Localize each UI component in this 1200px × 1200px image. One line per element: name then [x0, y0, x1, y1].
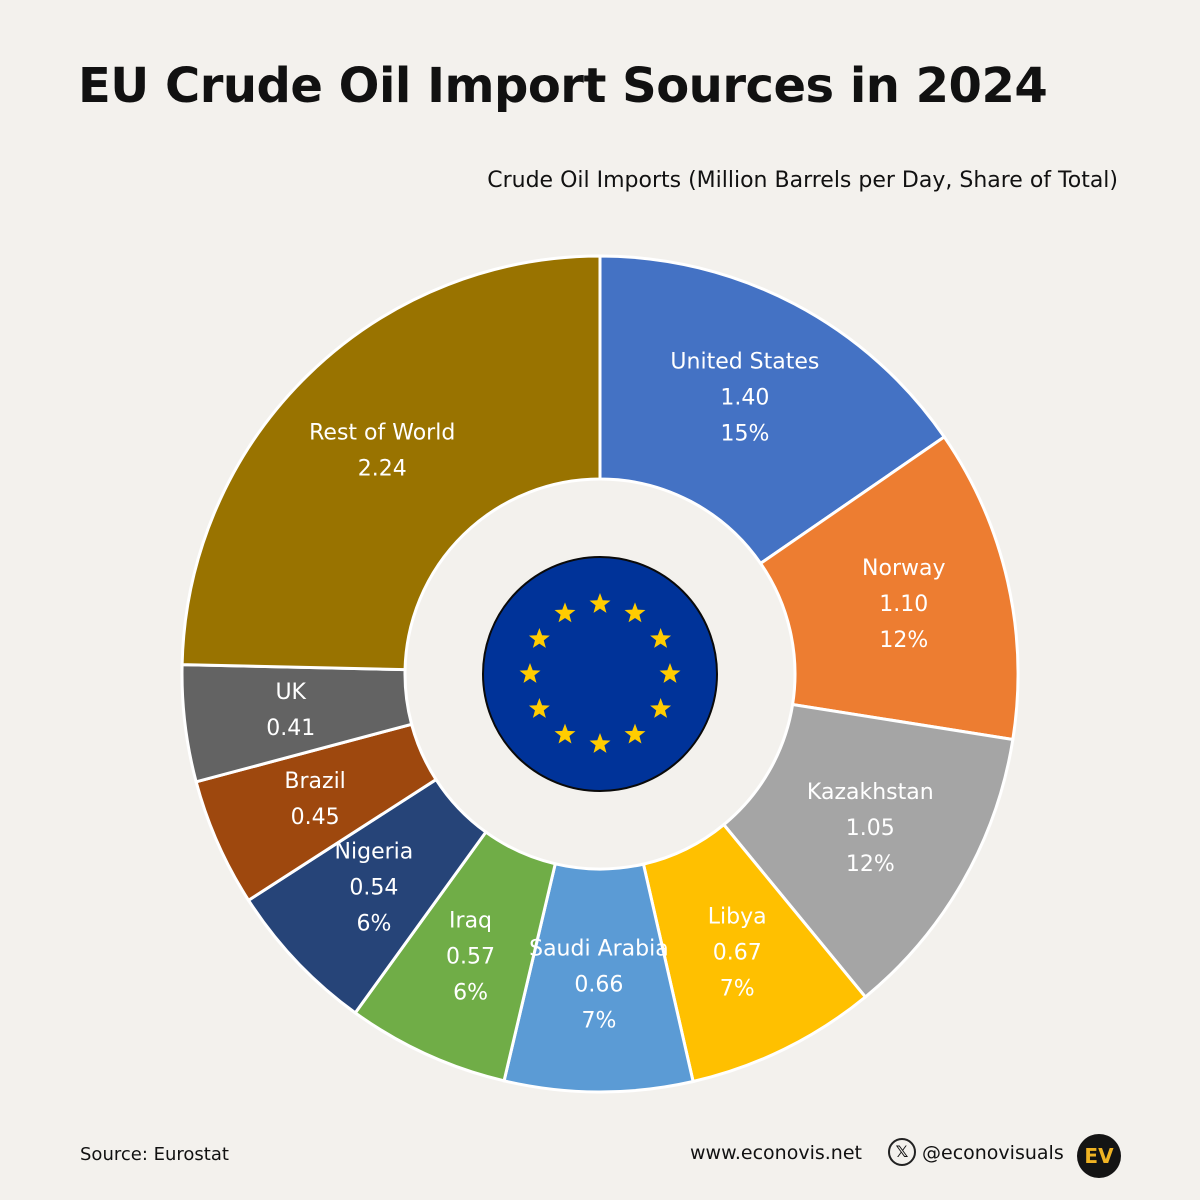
x-logo-icon: 𝕏 [888, 1138, 916, 1166]
slice-label-name: Saudi Arabia [529, 936, 669, 961]
star-icon [554, 602, 576, 623]
slice-label-share-label: 7% [581, 1008, 616, 1033]
slice-label-name: Kazakhstan [807, 780, 934, 805]
slice-norway [758, 434, 1020, 742]
social-handle[interactable]: @econovisuals [922, 1142, 1064, 1164]
slice-kazakhstan [721, 702, 1015, 1000]
slice-label-value-label: 0.54 [349, 875, 398, 900]
slice-label-name: United States [670, 349, 819, 374]
slice-label-share-label: 7% [720, 977, 755, 1002]
star-icon [528, 628, 550, 648]
econovis-logo: EV [1077, 1134, 1121, 1178]
slice-label-name: Brazil [284, 769, 345, 794]
slice-label-share-label: 15% [720, 421, 769, 446]
slice-label-share-label: 6% [453, 980, 488, 1005]
star-icon [528, 698, 550, 718]
eu-flag-disc [482, 556, 718, 792]
slice-rest-of-world [180, 254, 602, 672]
slice-label-name: Norway [862, 556, 945, 581]
slice-label-name: Iraq [449, 908, 492, 933]
star-icon [589, 733, 611, 753]
website-link[interactable]: www.econovis.net [690, 1142, 862, 1164]
chart-subtitle: Crude Oil Imports (Million Barrels per D… [487, 168, 1118, 193]
slice-label-value-label: 0.57 [446, 944, 495, 969]
star-icon [554, 723, 576, 744]
star-icon [624, 723, 646, 744]
eu-flag-icon [482, 556, 718, 792]
source-note: Source: Eurostat [80, 1144, 229, 1165]
star-icon [650, 698, 672, 718]
slice-group [180, 254, 1020, 1094]
chart-title: EU Crude Oil Import Sources in 2024 [78, 58, 1048, 114]
star-icon [589, 593, 611, 613]
slice-label-name: Nigeria [335, 839, 414, 864]
slice-label-share-label: 6% [356, 911, 391, 936]
slice-label-value-label: 0.66 [574, 972, 623, 997]
slice-label-value-label: 1.10 [879, 592, 928, 617]
label-group: United States 1.40 15% Norway 1.10 12% Kazakhs… [266, 349, 945, 1033]
slice-label-value-label: 1.40 [720, 385, 769, 410]
star-icon [519, 663, 541, 683]
slice-label-name: Rest of World [309, 420, 455, 445]
slice-label-share-label: 12% [846, 852, 895, 877]
slice-label-share-label: 12% [879, 628, 928, 653]
slice-label-name: Libya [708, 905, 767, 930]
slice-label-value-label: 1.05 [846, 816, 895, 841]
slice-label-value-label: 0.45 [291, 805, 340, 830]
slice-label-name: UK [275, 680, 306, 705]
slice-label-value-label: 2.24 [358, 456, 407, 481]
star-icon [659, 663, 681, 683]
slice-label-value-label: 0.41 [266, 716, 315, 741]
star-icon [650, 628, 672, 648]
slice-label-value-label: 0.67 [713, 941, 762, 966]
star-icon [624, 602, 646, 623]
slice-united-states [598, 254, 947, 566]
